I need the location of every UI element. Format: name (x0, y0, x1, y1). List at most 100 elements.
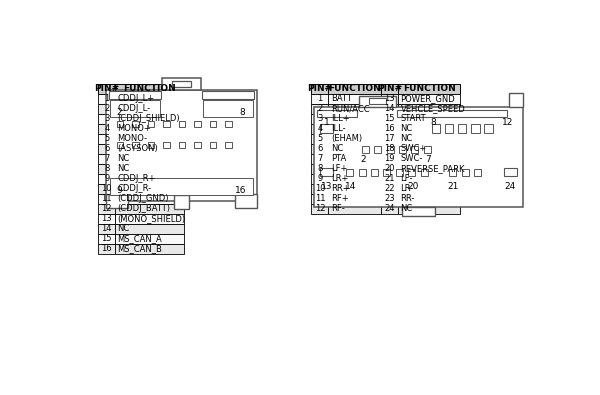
Bar (398, 194, 460, 204)
Bar (412, 146, 418, 153)
Bar (98, 174, 115, 184)
Text: 8: 8 (104, 164, 109, 173)
Text: PIN#: PIN# (307, 84, 332, 93)
Bar (311, 184, 328, 194)
Bar (328, 103, 381, 114)
Text: 13: 13 (385, 94, 395, 103)
Text: RF-: RF- (331, 204, 344, 213)
Text: LF+: LF+ (331, 164, 347, 173)
Bar (471, 124, 479, 133)
Bar (371, 169, 378, 176)
Bar (398, 154, 460, 164)
Text: (ASYSON): (ASYSON) (118, 144, 158, 153)
Text: 16: 16 (101, 244, 112, 253)
Bar (311, 174, 328, 184)
Text: NC: NC (118, 154, 130, 163)
Bar (115, 234, 184, 244)
Text: 12: 12 (314, 204, 325, 213)
Bar (320, 124, 333, 133)
Bar (106, 90, 257, 201)
Bar (98, 204, 115, 214)
Text: 1: 1 (323, 118, 329, 126)
Text: ILL-: ILL- (331, 124, 346, 133)
Bar (98, 114, 115, 124)
Bar (328, 94, 381, 103)
Text: 7: 7 (104, 154, 109, 163)
Bar (115, 204, 184, 214)
Bar (311, 84, 328, 94)
Text: PIN#: PIN# (377, 84, 402, 93)
Bar (115, 174, 184, 184)
Bar (202, 91, 254, 99)
Bar (148, 120, 154, 127)
Text: LR+: LR+ (331, 174, 348, 183)
Bar (381, 144, 398, 154)
Bar (381, 84, 398, 94)
Text: 15: 15 (101, 234, 112, 243)
Text: RR-: RR- (401, 194, 415, 203)
Bar (210, 142, 216, 148)
Text: 12: 12 (502, 118, 513, 126)
Bar (133, 142, 139, 148)
Bar (115, 224, 184, 234)
Bar (98, 154, 115, 164)
Bar (98, 94, 115, 103)
Text: (CDDJ_GND): (CDDJ_GND) (118, 194, 169, 203)
Text: 13: 13 (101, 214, 112, 223)
Bar (98, 214, 115, 224)
Bar (106, 194, 128, 207)
Bar (98, 103, 115, 114)
Text: 12: 12 (101, 204, 112, 213)
Text: NC: NC (401, 124, 413, 133)
Text: CDDJ_L-: CDDJ_L- (118, 104, 151, 113)
Bar (399, 146, 406, 153)
Text: 1: 1 (104, 94, 109, 103)
Bar (98, 224, 115, 234)
Bar (474, 169, 481, 176)
Bar (98, 184, 115, 194)
Bar (383, 169, 391, 176)
Bar (320, 167, 333, 176)
Bar (98, 234, 115, 244)
Text: 20: 20 (408, 182, 419, 191)
Text: SWC-: SWC- (401, 154, 423, 163)
Text: NC: NC (118, 164, 130, 173)
Text: MONO-: MONO- (118, 134, 148, 143)
Bar (503, 167, 517, 176)
Text: 7: 7 (425, 154, 431, 164)
Bar (359, 96, 396, 107)
Bar (210, 120, 216, 127)
Bar (148, 142, 154, 148)
Bar (133, 120, 139, 127)
Text: 11: 11 (314, 194, 325, 203)
Bar (398, 164, 460, 174)
Bar (449, 169, 457, 176)
Text: PIN#: PIN# (94, 84, 119, 93)
Text: 21: 21 (385, 174, 395, 183)
Bar (381, 94, 398, 103)
Text: NC: NC (331, 144, 343, 153)
Bar (396, 169, 403, 176)
Bar (194, 120, 200, 127)
Text: 9: 9 (117, 186, 122, 195)
Text: 23: 23 (385, 194, 395, 203)
Bar (397, 110, 508, 117)
Bar (163, 142, 170, 148)
Text: BATT: BATT (331, 94, 352, 103)
Text: 14: 14 (101, 224, 112, 233)
Text: RUN/ACC: RUN/ACC (331, 104, 370, 113)
Text: 18: 18 (385, 144, 395, 153)
Text: 2: 2 (360, 154, 366, 164)
Bar (381, 194, 398, 204)
Bar (194, 142, 200, 148)
Bar (115, 94, 184, 103)
Bar (421, 169, 428, 176)
Bar (431, 124, 440, 133)
Bar (115, 184, 184, 194)
Bar (381, 154, 398, 164)
Bar (445, 124, 453, 133)
Bar (311, 103, 328, 114)
Bar (328, 124, 381, 134)
Text: POWER_GND: POWER_GND (401, 94, 455, 103)
Bar (110, 100, 160, 117)
